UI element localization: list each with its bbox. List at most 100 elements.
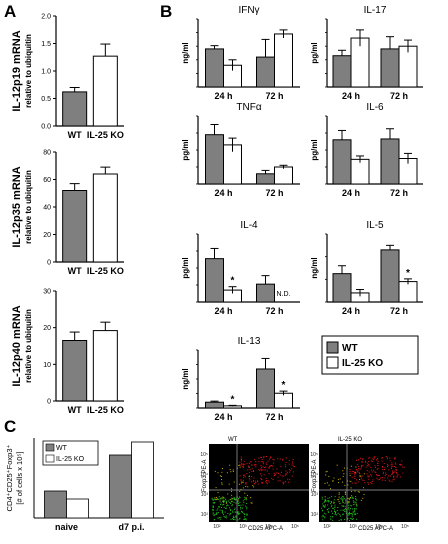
flow-dot-red — [399, 463, 401, 465]
flow-dot-red — [392, 479, 394, 481]
flow-dot-red — [277, 458, 279, 460]
flow-dot-green — [214, 498, 216, 500]
y-tick-label: 40 — [43, 205, 51, 212]
flow-dot-red — [355, 479, 357, 481]
flow-dot-yellow — [331, 501, 333, 503]
y-tick-label: 20 — [43, 232, 51, 239]
flow-dot-green — [350, 517, 352, 519]
bar — [62, 91, 88, 127]
flow-dot-green — [331, 504, 333, 506]
flow-dot-red — [260, 468, 262, 470]
flow-dot-green — [352, 504, 354, 506]
flow-y-tick: 10³ — [201, 492, 209, 498]
flow-dot-green — [232, 518, 234, 520]
y-axis-unit: ng/ml — [181, 368, 190, 389]
flow-dot-green — [337, 499, 339, 501]
flow-dot-green — [327, 510, 329, 512]
flow-dot-red — [381, 465, 383, 467]
bar — [205, 401, 224, 409]
flow-dot-yellow — [349, 475, 351, 477]
flow-dot-red — [245, 483, 247, 485]
flow-dot-green — [233, 499, 235, 501]
flow-dot-green — [355, 513, 357, 515]
flow-dot-red — [376, 474, 378, 476]
flow-dot-red — [376, 477, 378, 479]
flow-dot-red — [249, 479, 251, 481]
flow-dot-green — [328, 508, 330, 510]
flow-dot-red — [293, 466, 295, 468]
category-label: 24 h — [214, 188, 232, 198]
flow-dot-red — [349, 470, 351, 472]
flow-dot-green — [344, 507, 346, 509]
flow-dot-red — [269, 458, 271, 460]
flow-dot-green — [238, 504, 240, 506]
flow-dot-yellow — [360, 499, 362, 501]
flow-dot-red — [273, 459, 275, 461]
flow-dot-red — [391, 473, 393, 475]
flow-dot-red — [268, 467, 270, 469]
flow-dot-red — [361, 477, 363, 479]
y-axis-unit: pg/ml — [181, 139, 190, 160]
legend-b: WT IL-25 KO — [321, 335, 419, 375]
flow-dot-yellow — [215, 487, 217, 489]
flow-dot-green — [214, 514, 216, 516]
flow-dot-green — [234, 511, 236, 513]
flow-dot-green — [229, 512, 231, 514]
flow-dot-green — [246, 513, 248, 515]
flow-dot-green — [345, 511, 347, 513]
flow-dot-red — [384, 475, 386, 477]
flow-dot-green — [347, 517, 349, 519]
flow-dot-yellow — [231, 488, 233, 490]
flow-dot-red — [254, 463, 256, 465]
flow-dot-yellow — [248, 475, 250, 477]
flow-dot-green — [239, 501, 241, 503]
flow-dot-red — [349, 472, 351, 474]
flow-dot-green — [222, 498, 224, 500]
flow-dot-red — [383, 471, 385, 473]
flow-dot-red — [284, 466, 286, 468]
flow-dot-green — [331, 496, 333, 498]
flow-dot-red — [275, 474, 277, 476]
flow-dot-green — [348, 514, 350, 516]
flow-dot-green — [219, 498, 221, 500]
flow-dot-red — [270, 464, 272, 466]
category-label: 72 h — [265, 306, 283, 316]
flow-dot-red — [263, 456, 265, 458]
flow-dot-green — [330, 518, 332, 520]
flow-dot-red — [361, 466, 363, 468]
flow-dot-yellow — [347, 484, 349, 486]
flow-dot-yellow — [342, 475, 344, 477]
flow-dot-red — [349, 480, 351, 482]
bar — [380, 249, 400, 303]
flow-dot-green — [233, 501, 235, 503]
flow-dot-red — [265, 456, 267, 458]
flow-dot-green — [322, 505, 324, 507]
flow-dot-red — [374, 466, 376, 468]
flow-dot-green — [353, 501, 355, 503]
flow-dot-red — [262, 461, 264, 463]
flow-dot-green — [237, 511, 239, 513]
flow-dot-red — [263, 474, 265, 476]
flow-dot-red — [392, 471, 394, 473]
flow-dot-green — [233, 517, 235, 519]
category-label: d7 p.i. — [118, 522, 144, 532]
flow-dot-red — [384, 467, 386, 469]
flow-dot-green — [323, 501, 325, 503]
flow-dot-green — [340, 518, 342, 520]
flow-dot-red — [358, 468, 360, 470]
flow-dot-yellow — [351, 490, 353, 492]
flow-dot-green — [214, 501, 216, 503]
flow-dot-red — [369, 457, 371, 459]
flow-dot-yellow — [344, 493, 346, 495]
y-tick-label: 0.5 — [41, 96, 51, 103]
flow-dot-red — [365, 466, 367, 468]
flow-dot-yellow — [219, 475, 221, 477]
flow-dot-green — [240, 508, 242, 510]
flow-dot-green — [327, 497, 329, 499]
bar — [205, 48, 224, 88]
flow-dot-red — [365, 461, 367, 463]
flow-x-tick: 10⁴ — [375, 524, 383, 530]
flow-dot-yellow — [252, 485, 254, 487]
flow-dot-green — [334, 506, 336, 508]
